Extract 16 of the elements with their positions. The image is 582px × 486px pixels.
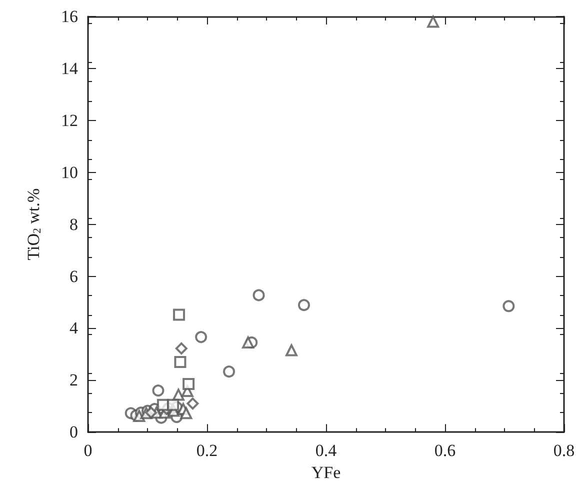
y-tick-label: 14 bbox=[61, 58, 78, 78]
x-tick-label: 0 bbox=[84, 441, 92, 460]
y-tick-label: 6 bbox=[70, 266, 78, 286]
x-axis-title: YFe bbox=[311, 463, 341, 482]
y-axis-title: TiO2 wt.% bbox=[24, 188, 44, 260]
y-tick-label: 8 bbox=[70, 214, 78, 234]
y-tick-label: 10 bbox=[61, 162, 78, 182]
y-tick-label: 4 bbox=[70, 318, 78, 338]
x-tick-label: 0.4 bbox=[315, 441, 338, 460]
x-tick-label: 0.6 bbox=[434, 441, 456, 460]
y-tick-label: 2 bbox=[70, 370, 78, 390]
x-tick-label: 0.8 bbox=[553, 441, 575, 460]
x-tick-label: 0.2 bbox=[196, 441, 218, 460]
y-tick-label: 0 bbox=[70, 422, 78, 442]
y-tick-label: 12 bbox=[61, 110, 78, 130]
y-tick-label: 16 bbox=[61, 7, 78, 26]
